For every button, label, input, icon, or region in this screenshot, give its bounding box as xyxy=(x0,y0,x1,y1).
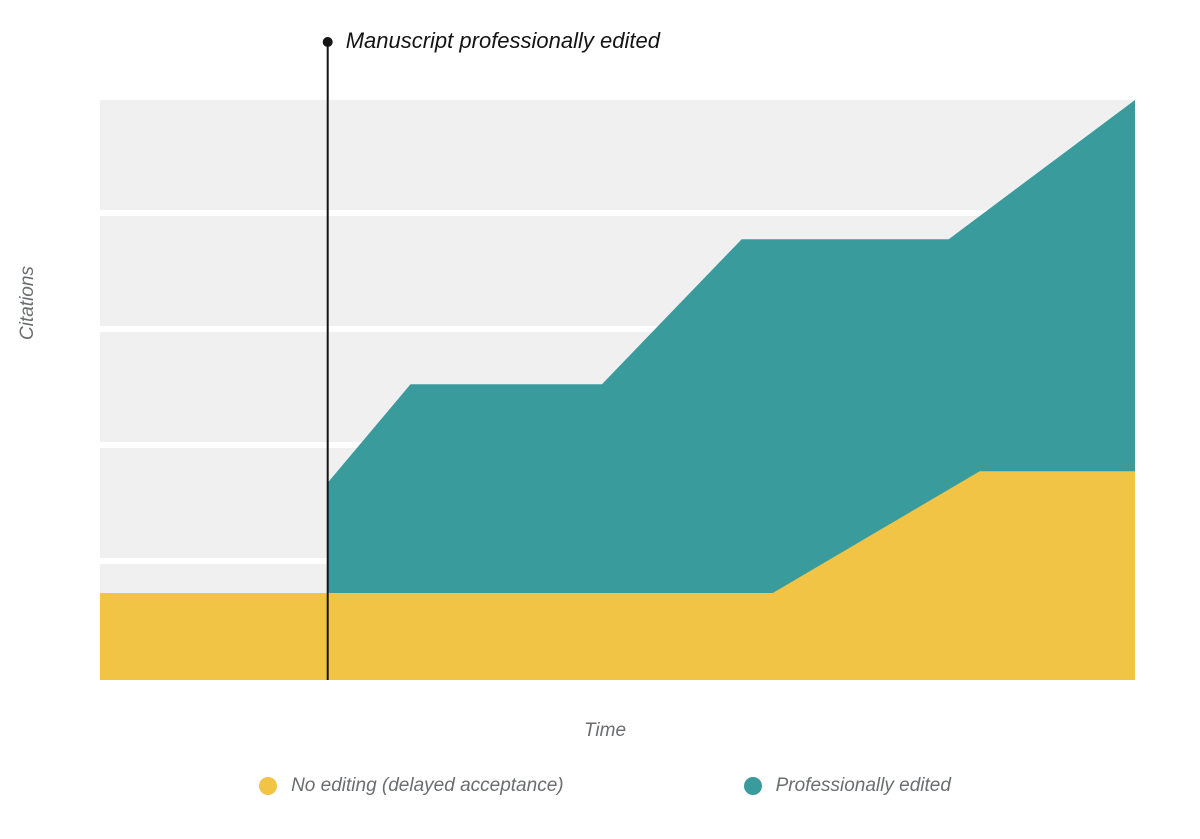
legend-swatch-icon xyxy=(259,777,277,795)
x-axis-label: Time xyxy=(75,720,1135,742)
annotation-dot-icon xyxy=(323,37,333,47)
annotation-label: Manuscript professionally edited xyxy=(346,28,660,54)
legend-swatch-icon xyxy=(744,777,762,795)
grid-band xyxy=(100,100,1135,210)
legend-label: No editing (delayed acceptance) xyxy=(291,775,564,797)
plot-area xyxy=(100,100,1135,680)
legend-label: Professionally edited xyxy=(776,775,951,797)
y-axis-label: Citations xyxy=(17,266,39,340)
chart-legend: No editing (delayed acceptance) Professio… xyxy=(75,775,1135,797)
citations-area-chart: Citations Manuscript professionally edit… xyxy=(75,30,1135,810)
legend-item-no_editing: No editing (delayed acceptance) xyxy=(259,775,564,797)
legend-item-professionally_edited: Professionally edited xyxy=(744,775,951,797)
